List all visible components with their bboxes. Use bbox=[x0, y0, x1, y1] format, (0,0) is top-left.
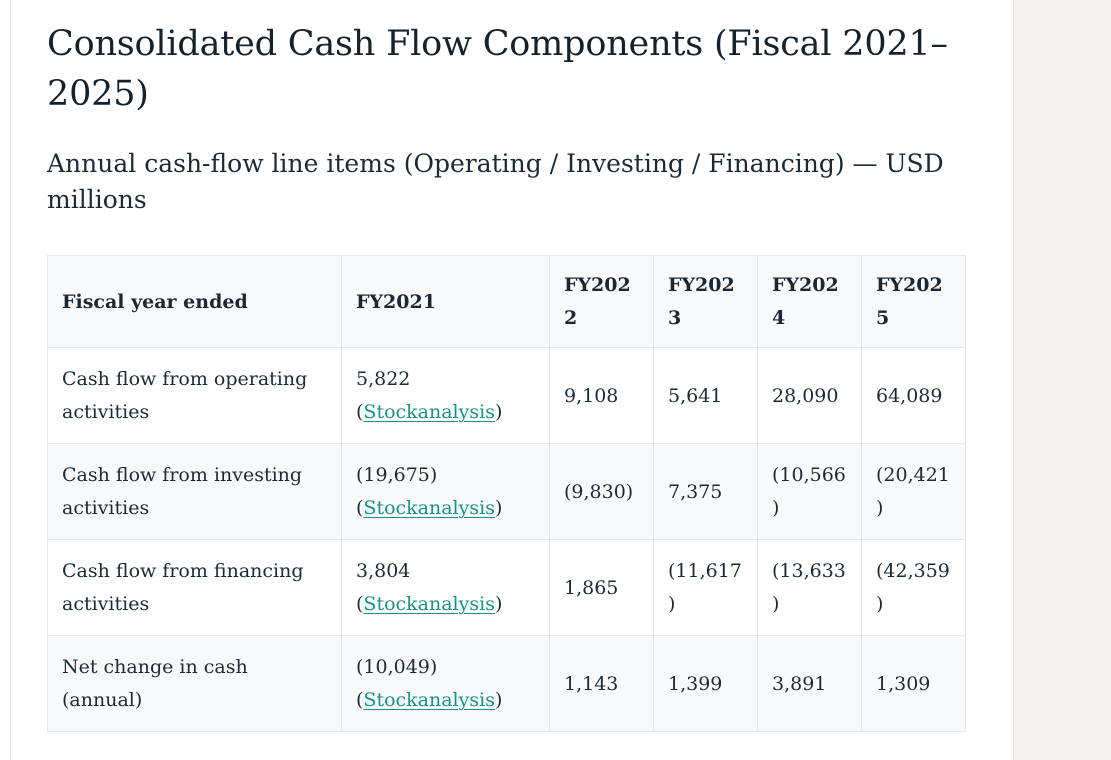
left-page-rule bbox=[10, 0, 11, 760]
source-ref: (Stockanalysis) bbox=[356, 400, 503, 423]
stockanalysis-link[interactable]: Stockanalysis bbox=[363, 496, 495, 519]
stockanalysis-link[interactable]: Stockanalysis bbox=[363, 592, 495, 615]
row-label: Cash flow from investing activities bbox=[47, 443, 342, 541]
column-header-fy2025: FY2025 bbox=[861, 255, 966, 349]
table-body: Cash flow from operating activities 5,82… bbox=[47, 347, 966, 733]
value-cell: 28,090 bbox=[757, 347, 862, 445]
source-ref: (Stockanalysis) bbox=[356, 592, 503, 615]
row-label: Net change in cash (annual) bbox=[47, 635, 342, 733]
column-header-fy2022: FY2022 bbox=[549, 255, 654, 349]
value-cell: (9,830) bbox=[549, 443, 654, 541]
article-content: Consolidated Cash Flow Components (Fisca… bbox=[47, 0, 966, 733]
row-label: Cash flow from operating activities bbox=[47, 347, 342, 445]
column-header-fy2024: FY2024 bbox=[757, 255, 862, 349]
fy2021-value: 3,804 bbox=[356, 560, 411, 583]
column-header-fy2021: FY2021 bbox=[341, 255, 550, 349]
cashflow-table: Fiscal year ended FY2021 FY2022 FY2023 F… bbox=[47, 255, 966, 733]
fy2021-value: 5,822 bbox=[356, 368, 411, 391]
right-gutter bbox=[1013, 0, 1111, 760]
value-cell: (10,566) bbox=[757, 443, 862, 541]
page-subtitle: Annual cash-flow line items (Operating /… bbox=[47, 149, 944, 215]
fy2021-cell: 3,804 (Stockanalysis) bbox=[341, 539, 550, 637]
value-cell: (11,617) bbox=[653, 539, 758, 637]
stockanalysis-link[interactable]: Stockanalysis bbox=[363, 400, 495, 423]
fy2021-value: (19,675) bbox=[356, 464, 438, 487]
value-cell: (42,359) bbox=[861, 539, 966, 637]
row-label: Cash flow from financing activities bbox=[47, 539, 342, 637]
value-cell: (20,421) bbox=[861, 443, 966, 541]
page-title: Consolidated Cash Flow Components (Fisca… bbox=[47, 24, 948, 114]
value-cell: (13,633) bbox=[757, 539, 862, 637]
value-cell: 1,143 bbox=[549, 635, 654, 733]
value-cell: 9,108 bbox=[549, 347, 654, 445]
table-row-investing: Cash flow from investing activities (19,… bbox=[47, 443, 966, 541]
column-header-fy2023: FY2023 bbox=[653, 255, 758, 349]
fy2021-value: (10,049) bbox=[356, 656, 438, 679]
table-row-net-change: Net change in cash (annual) (10,049) (St… bbox=[47, 635, 966, 733]
source-ref: (Stockanalysis) bbox=[356, 496, 503, 519]
value-cell: 1,865 bbox=[549, 539, 654, 637]
table-row-operating: Cash flow from operating activities 5,82… bbox=[47, 347, 966, 445]
fy2021-cell: (10,049) (Stockanalysis) bbox=[341, 635, 550, 733]
value-cell: 1,309 bbox=[861, 635, 966, 733]
value-cell: 5,641 bbox=[653, 347, 758, 445]
column-header-fiscal-year-ended: Fiscal year ended bbox=[47, 255, 342, 349]
fy2021-cell: 5,822 (Stockanalysis) bbox=[341, 347, 550, 445]
value-cell: 64,089 bbox=[861, 347, 966, 445]
source-ref: (Stockanalysis) bbox=[356, 688, 503, 711]
value-cell: 3,891 bbox=[757, 635, 862, 733]
value-cell: 7,375 bbox=[653, 443, 758, 541]
table-row-financing: Cash flow from financing activities 3,80… bbox=[47, 539, 966, 637]
table-header: Fiscal year ended FY2021 FY2022 FY2023 F… bbox=[47, 255, 966, 349]
fy2021-cell: (19,675) (Stockanalysis) bbox=[341, 443, 550, 541]
stockanalysis-link[interactable]: Stockanalysis bbox=[363, 688, 495, 711]
value-cell: 1,399 bbox=[653, 635, 758, 733]
header-row: Fiscal year ended FY2021 FY2022 FY2023 F… bbox=[47, 255, 966, 349]
